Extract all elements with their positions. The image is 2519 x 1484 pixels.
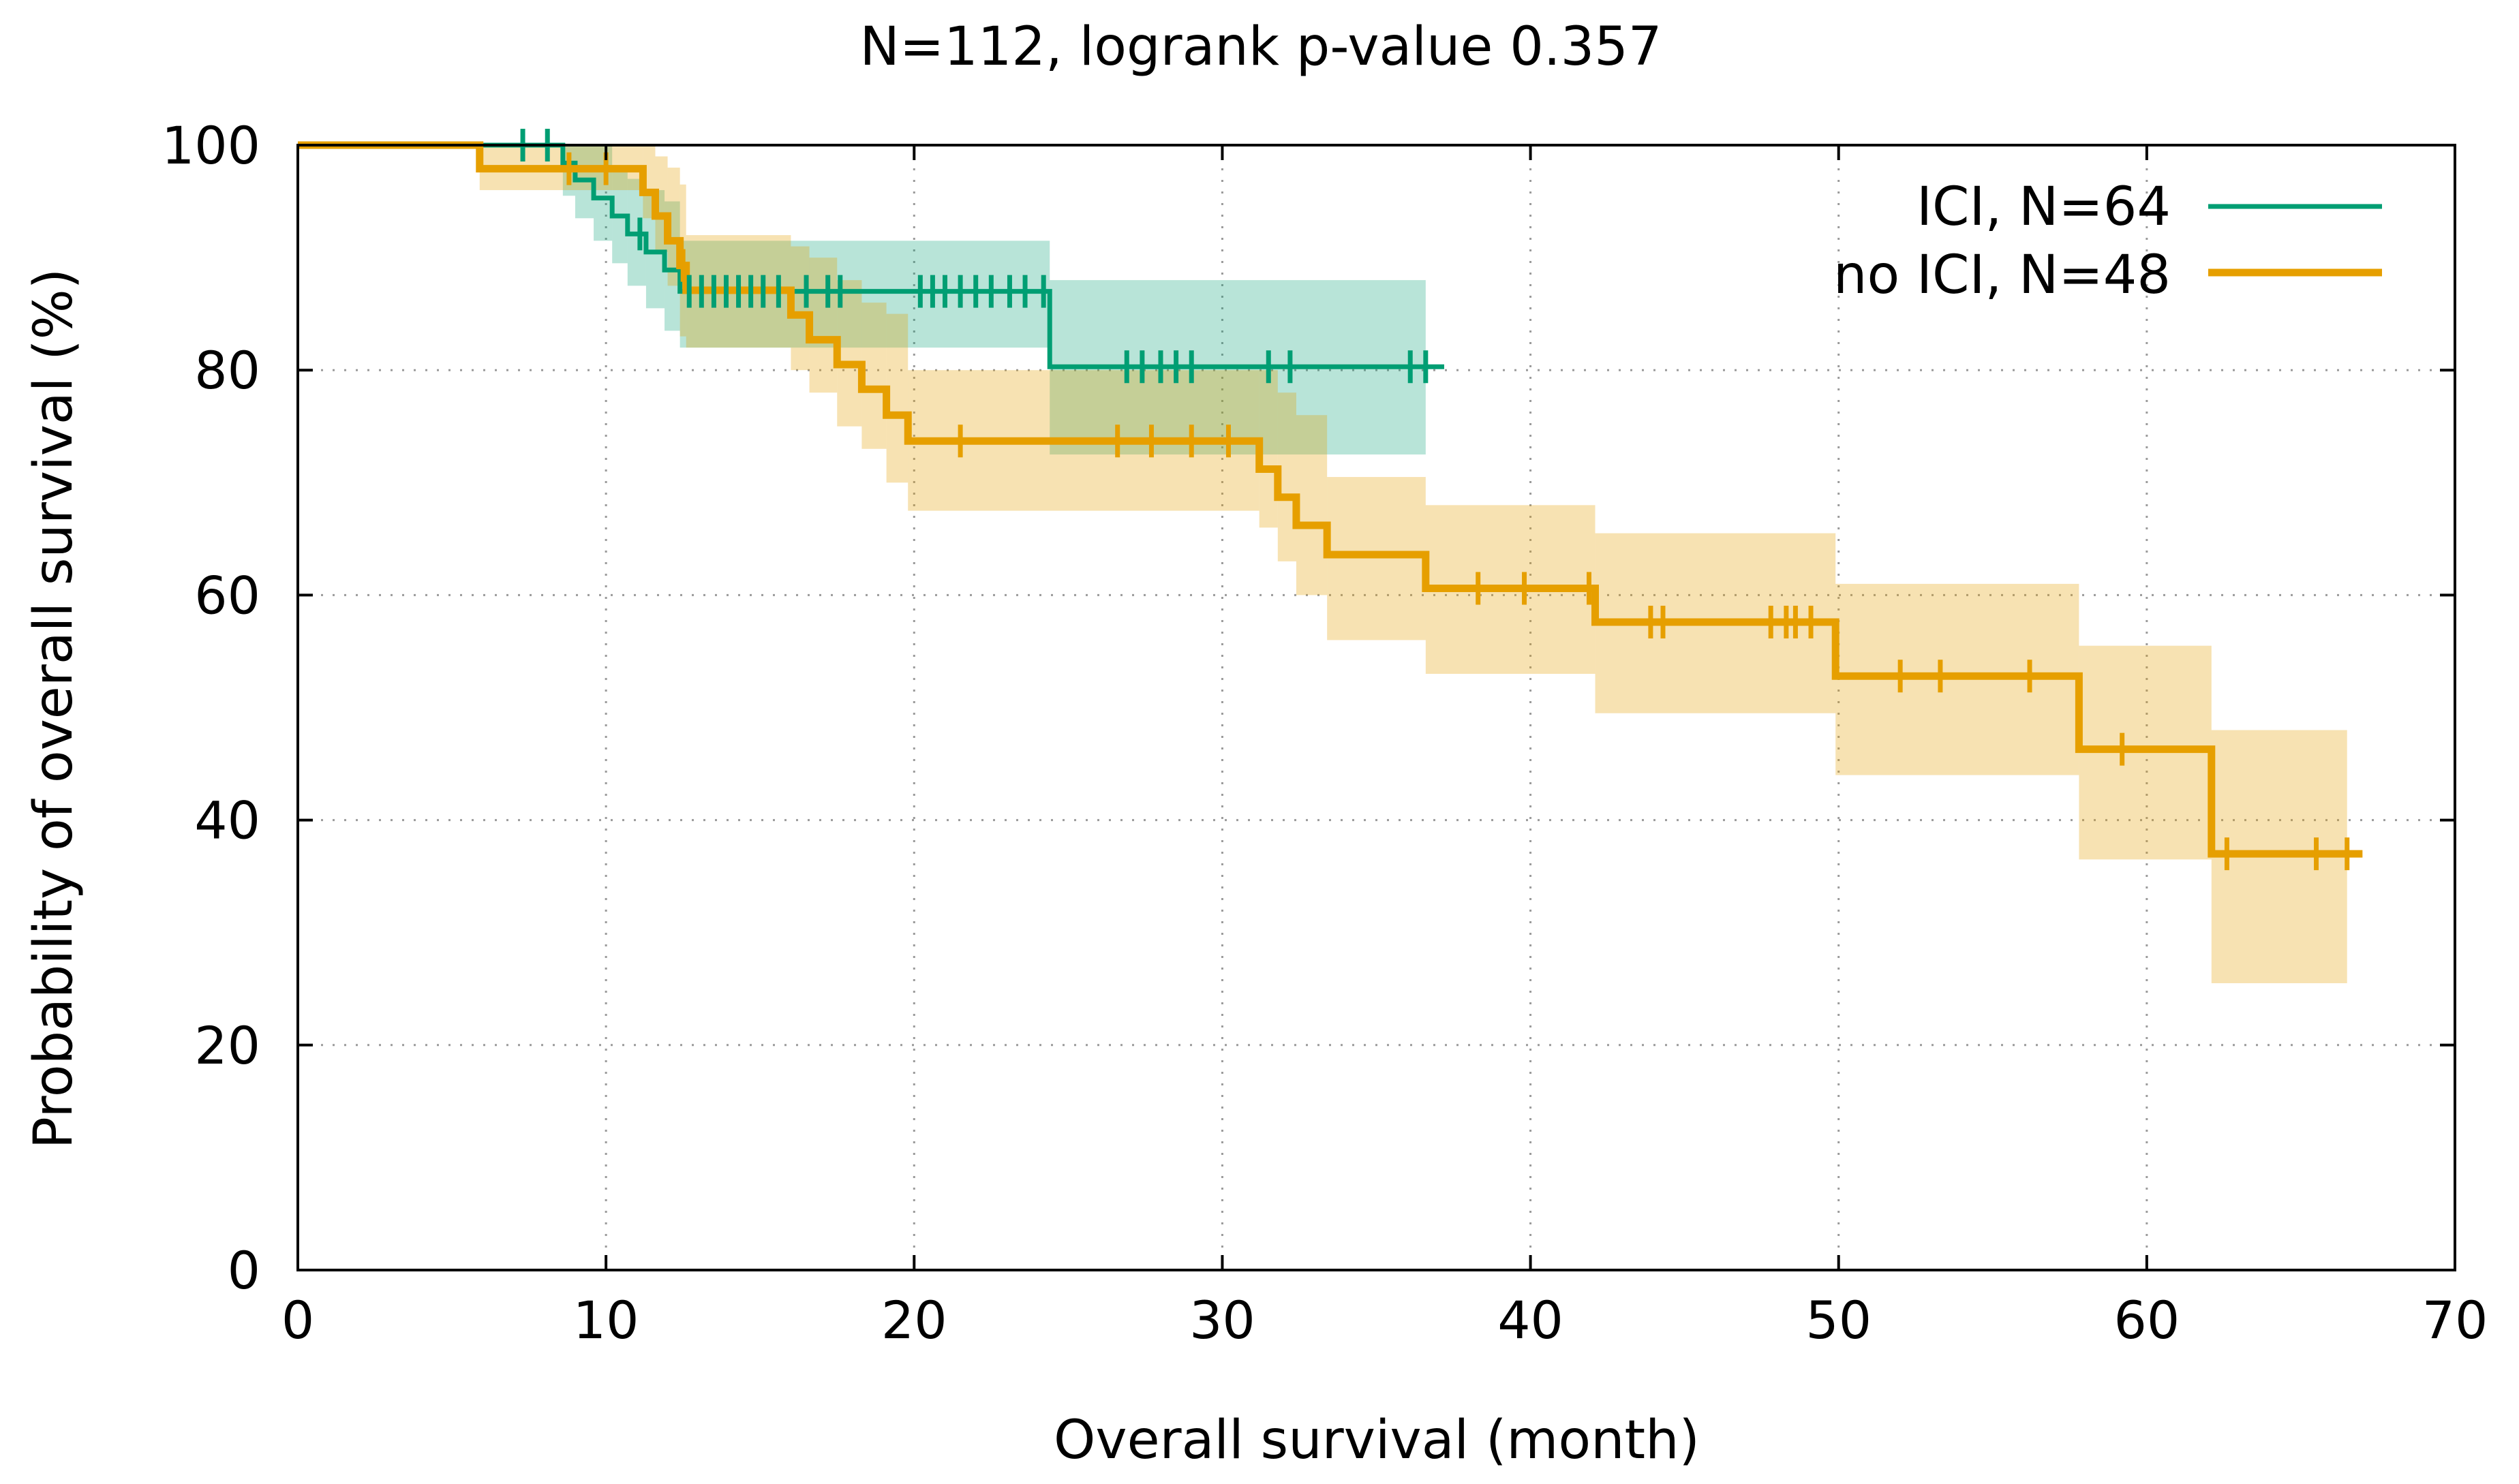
chart-title: N=112, logrank p-value 0.357: [859, 16, 1662, 78]
x-axis-label: Overall survival (month): [1054, 1410, 1700, 1471]
ci-band-ici: [594, 145, 613, 241]
ci-band-ici: [680, 241, 1050, 348]
x-tick-label: 0: [281, 1290, 314, 1350]
x-tick-label: 20: [881, 1290, 947, 1350]
y-axis-label: Probability of overall survival (%): [23, 268, 85, 1149]
y-tick-label: 40: [194, 790, 260, 851]
x-tick-label: 70: [2422, 1290, 2488, 1350]
ci-band-no-ici: [1327, 477, 1426, 640]
y-tick-label: 80: [194, 340, 260, 401]
legend-label-no-ici: no ICI, N=48: [1833, 245, 2171, 306]
legend: ICI, N=64 no ICI, N=48: [1833, 176, 2382, 306]
x-tick-label: 30: [1189, 1290, 1255, 1350]
ci-band-no-ici: [1296, 415, 1328, 596]
gridlines: [298, 145, 2455, 1270]
axis-ticks: 0 10 20 30 40 50 60 70 0 20 40 60 80 100: [162, 115, 2488, 1350]
survival-line-no-ici: [298, 141, 2363, 858]
plot-frame: [296, 144, 2456, 1271]
y-tick-label: 60: [194, 565, 260, 625]
ci-band-no-ici: [861, 303, 887, 449]
x-tick-label: 60: [2113, 1290, 2180, 1350]
x-tick-label: 40: [1497, 1290, 1563, 1350]
censor-marks: [520, 129, 2350, 871]
legend-label-ici: ICI, N=64: [1917, 176, 2171, 238]
ci-band-no-ici: [809, 258, 838, 393]
y-tick-label: 20: [194, 1015, 260, 1076]
y-tick-label: 0: [228, 1240, 260, 1301]
y-tick-label: 100: [162, 115, 260, 176]
x-tick-label: 10: [573, 1290, 639, 1350]
x-tick-label: 50: [1805, 1290, 1872, 1350]
